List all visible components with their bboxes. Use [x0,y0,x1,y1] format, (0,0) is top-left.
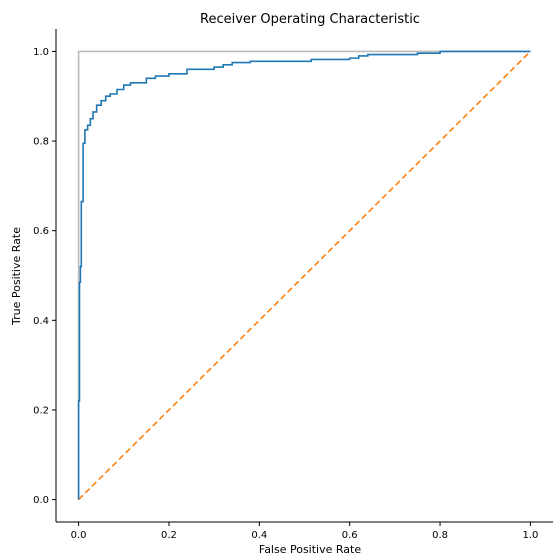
series-line-1 [78,50,531,501]
x-axis-label: False Positive Rate [259,543,361,556]
y-axis-label: True Positive Rate [10,227,23,326]
series-line-2 [77,50,531,500]
series-line-0 [77,50,531,500]
y-tick-label: 0.8 [33,137,49,148]
series-layer [77,50,531,501]
x-tick-label: 0.0 [71,530,87,541]
x-tick-label: 0.2 [161,530,177,541]
axes-layer: 0.0 0.2 0.4 0.6 0.8 1.0 0.0 0.2 0.4 0.6 0.8 1.0 [33,29,553,541]
y-tick-label: 0.0 [33,495,49,506]
x-tick-label: 1.0 [522,530,538,541]
y-tick-label: 0.4 [33,316,49,327]
x-tick-label: 0.4 [251,530,267,541]
chart-title: Receiver Operating Characteristic [200,12,420,27]
x-tick-label: 0.8 [432,530,448,541]
y-tick-label: 1.0 [33,47,49,58]
y-tick-label: 0.2 [33,405,49,416]
y-tick-label: 0.6 [33,226,49,237]
x-tick-label: 0.6 [342,530,358,541]
